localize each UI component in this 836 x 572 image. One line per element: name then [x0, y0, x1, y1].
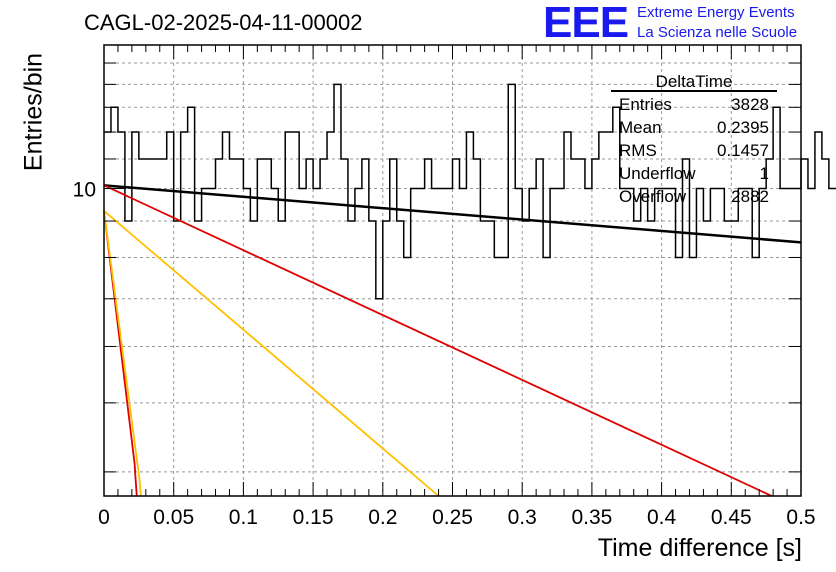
logo-caption-line1: Extreme Energy Events [637, 4, 795, 21]
x-tick-label: 0.05 [153, 506, 194, 529]
stats-title: DeltaTime [656, 72, 733, 91]
x-tick-label: 0.45 [711, 506, 752, 529]
stats-value: 3828 [731, 95, 769, 114]
stats-label: Underflow [619, 164, 696, 183]
stats-label: Entries [619, 95, 672, 114]
histogram [104, 83, 836, 300]
x-tick-label: 0.35 [571, 506, 612, 529]
stats-value: 1 [760, 164, 769, 183]
stats-label: Mean [619, 118, 662, 137]
stats-value: 0.1457 [717, 141, 769, 160]
x-tick-label: 0.15 [293, 506, 334, 529]
stats-label: Overflow [619, 187, 687, 206]
x-tick-label: 0.3 [508, 506, 537, 529]
x-tick-label: 0.4 [647, 506, 677, 529]
fit-curve-2 [103, 210, 440, 497]
fit-curves [103, 184, 802, 497]
logo-caption-line2: La Scienza nelle Scuole [637, 24, 798, 41]
x-tick-label: 0.2 [368, 506, 397, 529]
y-tick-label: 10 [73, 178, 96, 201]
grid [104, 45, 801, 496]
y-axis-label: Entries/bin [19, 52, 48, 172]
stats-value: 0.2395 [717, 118, 769, 137]
eee-logo: EEE [543, 0, 629, 47]
x-tick-label: 0 [98, 506, 110, 529]
stats-label: RMS [619, 141, 657, 160]
x-tick-label: 0.1 [229, 506, 258, 529]
histogram-outline [104, 83, 836, 300]
stats-box: DeltaTime Entries 3828 Mean 0.2395 RMS 0.1457… [611, 72, 777, 206]
x-axis-label: Time difference [s] [597, 534, 802, 562]
fit-curve-3 [103, 210, 138, 497]
stats-value: 2882 [731, 187, 769, 206]
axis-ticks: 0 0.05 0.1 0.15 0.2 0.25 0.3 0.35 0.4 0.45 0.5 10 [73, 45, 816, 529]
fit-curve-4 [103, 210, 142, 497]
x-tick-label: 0.25 [432, 506, 473, 529]
chart-title: CAGL-02-2025-04-11-00002 [84, 10, 363, 35]
fit-curve-1 [103, 184, 773, 497]
fit-curve-0 [103, 184, 802, 244]
x-tick-label: 0.5 [786, 506, 815, 529]
